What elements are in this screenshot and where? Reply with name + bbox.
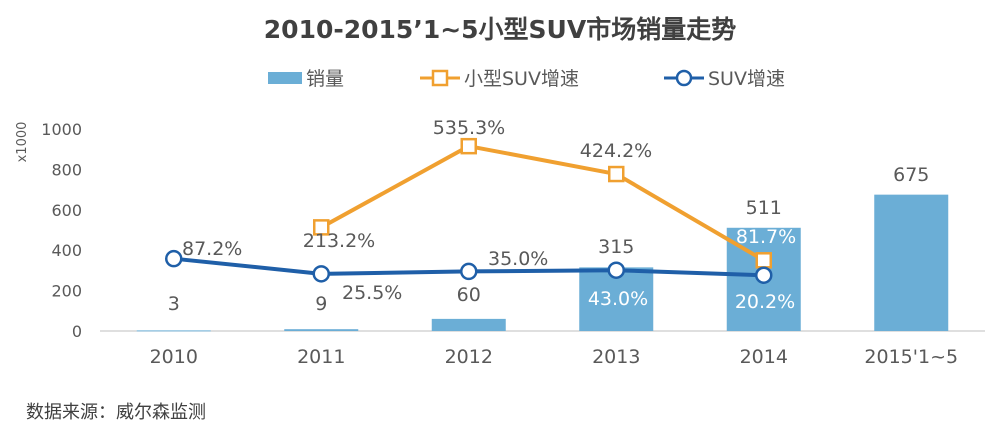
y-tick-label: 800 [51,160,82,179]
legend-label-suv: SUV增速 [708,68,785,90]
small-suv-growth-label: 81.7% [736,226,796,248]
suv-growth-point [312,265,330,283]
bar-value-label: 60 [457,284,481,306]
line-labels: 213.2% 535.3% 424.2% 81.7% 87.2% 25.5% 35.0% 43… [182,117,796,313]
small-suv-growth-point [755,252,772,269]
legend-bar-swatch [268,72,302,84]
legend-small-suv-marker [431,69,449,87]
small-suv-growth-label: 535.3% [433,117,505,139]
x-tick-label: 2013 [592,346,640,368]
y-tick-label: 1000 [41,120,82,139]
line-series [165,137,773,284]
suv-growth-label: 20.2% [735,291,795,313]
suv-growth-label: 35.0% [488,248,548,270]
y-tick-label: 600 [51,201,82,220]
y-tick-label: 400 [51,241,82,260]
chart-title: 2010-2015’1~5小型SUV市场销量走势 [263,15,737,44]
bar-value-label: 9 [315,293,327,315]
suv-growth-point [607,261,625,279]
bar-value-label: 675 [893,164,929,186]
suv-growth-label: 87.2% [182,238,242,260]
legend-label-small-suv: 小型SUV增速 [464,68,579,90]
bar-value-label: 315 [598,236,634,258]
x-tick-label: 2014 [740,346,788,368]
suv-growth-point [460,262,478,281]
bar [136,330,211,332]
legend-suv-marker [675,69,693,87]
suv-growth-point [165,249,183,268]
small-suv-growth-label: 424.2% [580,140,652,162]
small-suv-growth-label: 213.2% [303,230,375,252]
y-tick-label: 200 [51,282,82,301]
suv-growth-label: 43.0% [588,288,648,310]
x-tick-label: 2015'1~5 [864,346,958,368]
bar-value-label: 3 [168,293,180,315]
bar-value-label: 511 [746,197,782,219]
x-tick-label: 2012 [445,346,493,368]
bar [284,329,359,331]
suv-growth-point [755,266,773,284]
x-tick-label: 2011 [297,346,345,368]
bar-labels: 3 9 60 315 511 675 [168,164,930,315]
legend: 销量 小型SUV增速 SUV增速 [268,68,785,90]
y-axis: 0 200 400 600 800 1000 x1000 [15,120,82,341]
small-suv-growth-line [320,144,765,263]
bar [431,318,506,331]
small-suv-growth-point [313,219,330,236]
x-axis: 2010 2011 2012 2013 2014 2015'1~5 [100,330,985,368]
bar [874,194,949,331]
y-axis-unit: x1000 [15,122,30,163]
small-suv-growth-point [460,137,477,155]
y-tick-label: 0 [72,322,82,341]
legend-label-sales: 销量 [306,68,344,90]
suv-growth-label: 25.5% [342,282,402,304]
x-tick-label: 2010 [150,346,198,368]
data-source-note: 数据来源：威尔森监测 [26,402,206,423]
small-suv-growth-point [608,165,625,183]
